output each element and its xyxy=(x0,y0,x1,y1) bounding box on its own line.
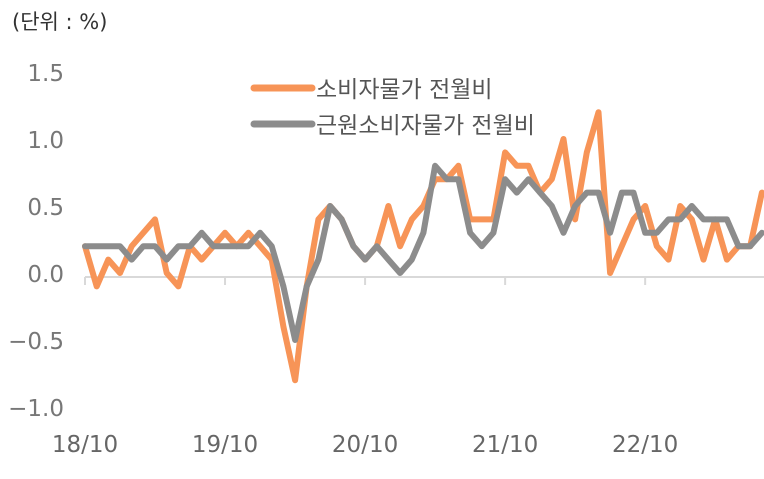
cpi-mom-line xyxy=(82,109,764,384)
core-cpi-mom-line xyxy=(82,162,764,343)
x-axis: 18/10 19/10 20/10 21/10 22/10 xyxy=(52,276,764,458)
y-tick-label: 1.5 xyxy=(27,61,64,87)
y-tick-label: −1.0 xyxy=(8,396,64,422)
legend-label-core-cpi: 근원소비자물가 전월비 xyxy=(316,113,535,139)
x-tick-label: 20/10 xyxy=(332,432,398,458)
series-lines xyxy=(82,109,764,384)
x-tick-label: 19/10 xyxy=(192,432,258,458)
y-tick-label: 0.0 xyxy=(27,262,64,288)
x-tick-label: 21/10 xyxy=(472,432,538,458)
legend-label-cpi: 소비자물가 전월비 xyxy=(316,77,493,103)
y-tick-label: 0.5 xyxy=(27,195,64,221)
x-tick-label: 22/10 xyxy=(612,432,678,458)
y-tick-label: −0.5 xyxy=(8,329,64,355)
unit-label: (단위 : %) xyxy=(12,10,108,34)
y-tick-label: 1.0 xyxy=(27,128,64,154)
x-tick-label: 18/10 xyxy=(52,432,118,458)
y-axis: 1.5 1.0 0.5 0.0 −0.5 −1.0 xyxy=(8,61,64,422)
